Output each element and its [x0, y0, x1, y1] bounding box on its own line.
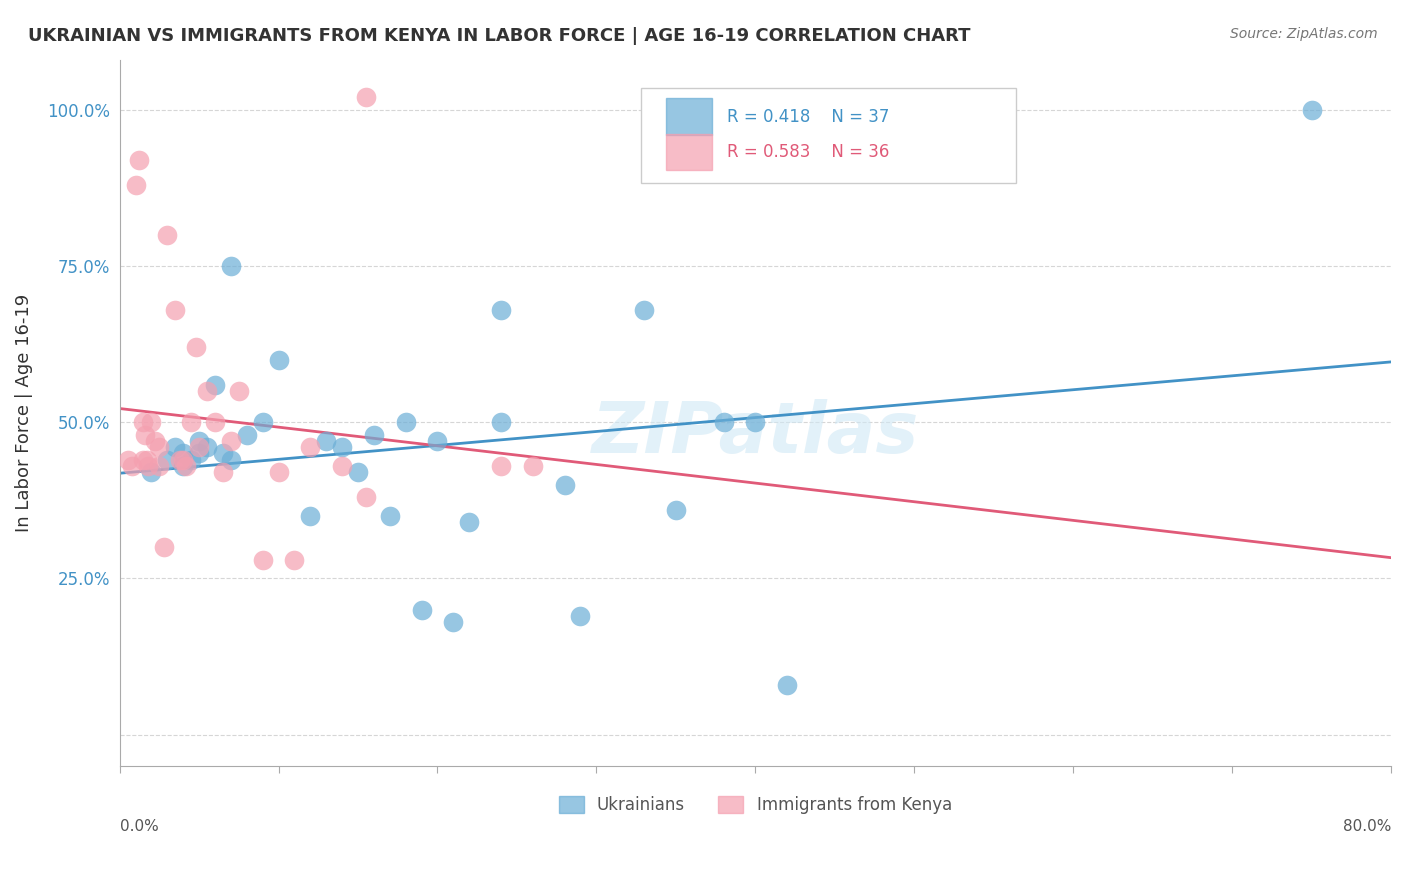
FancyBboxPatch shape [666, 98, 711, 136]
Point [176, 458, 198, 473]
Point [283, 552, 305, 566]
Point [165, 302, 187, 317]
Point [1301, 103, 1323, 117]
Point [458, 515, 481, 529]
Text: Source: ZipAtlas.com: Source: ZipAtlas.com [1230, 27, 1378, 41]
Point [136, 458, 159, 473]
Point [299, 440, 322, 454]
Point [235, 427, 257, 442]
Point [141, 465, 163, 479]
Text: UKRAINIAN VS IMMIGRANTS FROM KENYA IN LABOR FORCE | AGE 16-19 CORRELATION CHART: UKRAINIAN VS IMMIGRANTS FROM KENYA IN LA… [28, 27, 970, 45]
Point [219, 259, 242, 273]
Point [489, 458, 512, 473]
Text: R = 0.583    N = 36: R = 0.583 N = 36 [727, 143, 890, 161]
Point [315, 434, 337, 448]
Y-axis label: In Labor Force | Age 16-19: In Labor Force | Age 16-19 [15, 293, 32, 532]
Text: ZIPatlas: ZIPatlas [592, 400, 920, 468]
Point [188, 440, 211, 454]
Point [184, 340, 207, 354]
Point [633, 302, 655, 317]
Point [188, 446, 211, 460]
Point [143, 434, 166, 448]
Point [252, 552, 274, 566]
Point [212, 465, 235, 479]
Point [180, 415, 202, 429]
Point [489, 415, 512, 429]
Point [165, 440, 187, 454]
Point [744, 415, 766, 429]
Point [330, 458, 353, 473]
FancyBboxPatch shape [666, 134, 711, 170]
Point [330, 440, 353, 454]
Point [219, 434, 242, 448]
Point [522, 458, 544, 473]
Point [132, 415, 155, 429]
Point [776, 678, 799, 692]
Text: R = 0.418    N = 37: R = 0.418 N = 37 [727, 108, 890, 126]
Point [426, 434, 449, 448]
Point [665, 502, 688, 516]
Point [354, 90, 377, 104]
Point [121, 458, 143, 473]
Text: 80.0%: 80.0% [1343, 819, 1391, 834]
Point [132, 452, 155, 467]
Point [141, 415, 163, 429]
Point [489, 302, 512, 317]
Point [713, 415, 735, 429]
Point [554, 477, 576, 491]
Point [569, 608, 592, 623]
Point [252, 415, 274, 429]
Point [363, 427, 385, 442]
Point [188, 434, 211, 448]
Point [156, 227, 179, 242]
Point [156, 452, 179, 467]
Point [204, 415, 226, 429]
Point [354, 490, 377, 504]
Point [219, 452, 242, 467]
Point [441, 615, 464, 629]
FancyBboxPatch shape [641, 87, 1017, 183]
Point [195, 384, 218, 398]
Point [128, 153, 150, 167]
Point [172, 446, 194, 460]
Point [347, 465, 370, 479]
Point [117, 452, 139, 467]
Point [148, 458, 170, 473]
Point [172, 452, 194, 467]
Point [228, 384, 250, 398]
Point [195, 440, 218, 454]
Point [267, 352, 290, 367]
Point [180, 452, 202, 467]
Point [124, 178, 146, 192]
Point [148, 440, 170, 454]
Point [299, 508, 322, 523]
Legend: Ukrainians, Immigrants from Kenya: Ukrainians, Immigrants from Kenya [553, 789, 959, 822]
Point [267, 465, 290, 479]
Point [134, 427, 156, 442]
Text: 0.0%: 0.0% [120, 819, 159, 834]
Point [395, 415, 418, 429]
Point [204, 377, 226, 392]
Point [169, 452, 191, 467]
Point [378, 508, 401, 523]
Point [411, 602, 433, 616]
Point [172, 458, 194, 473]
Point [153, 540, 176, 554]
Point [135, 452, 157, 467]
Point [212, 446, 235, 460]
